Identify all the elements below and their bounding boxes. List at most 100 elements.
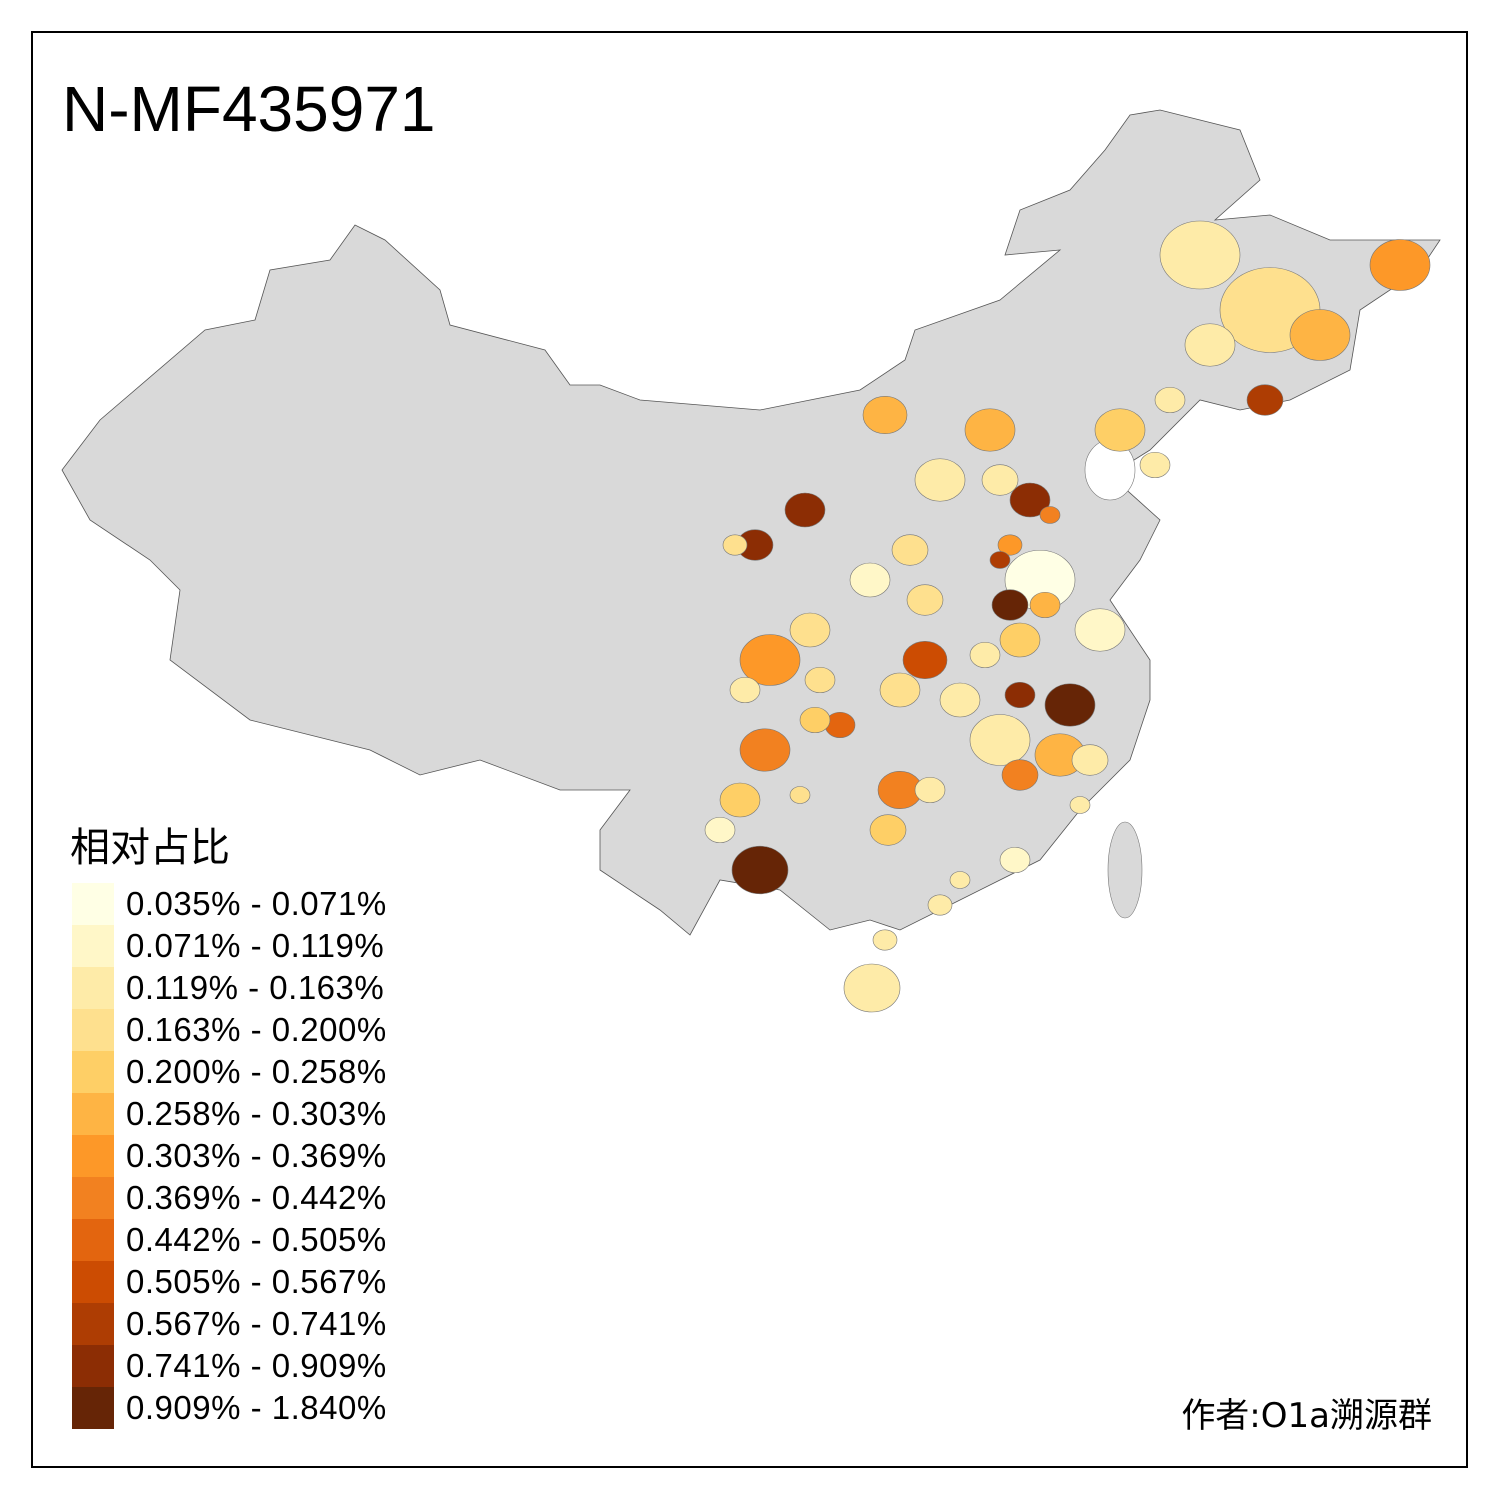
legend-swatch [72, 1177, 114, 1219]
region [969, 714, 1031, 766]
legend-swatch [72, 1009, 114, 1051]
legend-label: 0.071% - 0.119% [126, 927, 385, 964]
region [739, 634, 801, 686]
region [731, 845, 789, 895]
author-credit: 作者:O1a溯源群 [1181, 1396, 1432, 1436]
region [804, 666, 836, 694]
legend-swatch [72, 1303, 114, 1345]
region [906, 584, 944, 616]
region [964, 408, 1016, 452]
legend-title: 相对占比 [70, 825, 230, 871]
region [1246, 384, 1284, 416]
legend-item: 0.369% - 0.442% [72, 1177, 387, 1219]
legend-swatch [72, 1219, 114, 1261]
region [981, 464, 1019, 496]
region [789, 786, 811, 804]
legend-label: 0.741% - 0.909% [126, 1347, 387, 1384]
legend-label: 0.369% - 0.442% [126, 1179, 387, 1216]
region [849, 562, 891, 598]
legend-item: 0.119% - 0.163% [72, 967, 387, 1009]
legend-swatch [72, 1387, 114, 1429]
region [1069, 796, 1091, 814]
legend-label: 0.200% - 0.258% [126, 1053, 387, 1090]
legend-swatch [72, 1135, 114, 1177]
region [1139, 451, 1171, 479]
legend-item: 0.567% - 0.741% [72, 1303, 387, 1345]
mainland-outline [61, 109, 1441, 936]
region [1289, 309, 1351, 361]
region [704, 816, 736, 844]
region [914, 776, 946, 804]
legend-label: 0.567% - 0.741% [126, 1305, 387, 1342]
region [1071, 744, 1109, 776]
legend-item: 0.071% - 0.119% [72, 925, 387, 967]
legend-swatch [72, 1345, 114, 1387]
legend-swatch [72, 883, 114, 925]
region [1004, 681, 1036, 709]
region [1001, 759, 1039, 791]
region [991, 589, 1029, 621]
region [999, 622, 1041, 658]
region [799, 706, 831, 734]
region [891, 534, 929, 566]
legend-item: 0.909% - 1.840% [72, 1387, 387, 1429]
legend-label: 0.035% - 0.071% [126, 885, 387, 922]
region [997, 534, 1023, 556]
region [729, 676, 761, 704]
region [1039, 506, 1061, 524]
region [1094, 408, 1146, 452]
region [969, 641, 1001, 669]
legend-item: 0.163% - 0.200% [72, 1009, 387, 1051]
region [939, 682, 981, 718]
legend-label: 0.119% - 0.163% [126, 969, 385, 1006]
legend-swatch [72, 967, 114, 1009]
legend-label: 0.442% - 0.505% [126, 1221, 387, 1258]
plot-border [31, 31, 1468, 1468]
region [1044, 683, 1096, 727]
legend-item: 0.035% - 0.071% [72, 883, 387, 925]
region [789, 612, 831, 648]
region [914, 458, 966, 502]
hainan-island [843, 963, 901, 1013]
region [722, 534, 748, 556]
map-title: N-MF435971 [62, 73, 436, 145]
region [784, 492, 826, 528]
region [719, 782, 761, 818]
region [1159, 220, 1241, 290]
region [1154, 386, 1186, 414]
region [739, 728, 791, 772]
legend-item: 0.303% - 0.369% [72, 1135, 387, 1177]
region [1009, 482, 1051, 518]
region [1369, 239, 1431, 291]
region [902, 640, 948, 679]
legend-item: 0.258% - 0.303% [72, 1093, 387, 1135]
legend-item: 0.200% - 0.258% [72, 1051, 387, 1093]
region [869, 814, 907, 846]
region [989, 551, 1011, 569]
legend-swatch [72, 925, 114, 967]
legend-label: 0.163% - 0.200% [126, 1011, 387, 1048]
region [927, 894, 953, 916]
region [862, 395, 908, 434]
region [1029, 591, 1061, 619]
legend-swatch [72, 1093, 114, 1135]
legend-label: 0.505% - 0.567% [126, 1263, 387, 1300]
legend-label: 0.258% - 0.303% [126, 1095, 387, 1132]
region [1184, 323, 1236, 367]
legend-item: 0.505% - 0.567% [72, 1261, 387, 1303]
region [872, 929, 898, 951]
region [949, 871, 971, 889]
legend-swatch [72, 1261, 114, 1303]
region [1074, 608, 1126, 652]
legend: 0.035% - 0.071% 0.071% - 0.119% 0.119% - 0… [72, 883, 387, 1429]
legend-label: 0.909% - 1.840% [126, 1389, 387, 1426]
legend-item: 0.442% - 0.505% [72, 1219, 387, 1261]
legend-label: 0.303% - 0.369% [126, 1137, 387, 1174]
legend-swatch [72, 1051, 114, 1093]
region [879, 672, 921, 708]
taiwan-island [1107, 821, 1143, 919]
region [999, 846, 1031, 874]
legend-item: 0.741% - 0.909% [72, 1345, 387, 1387]
